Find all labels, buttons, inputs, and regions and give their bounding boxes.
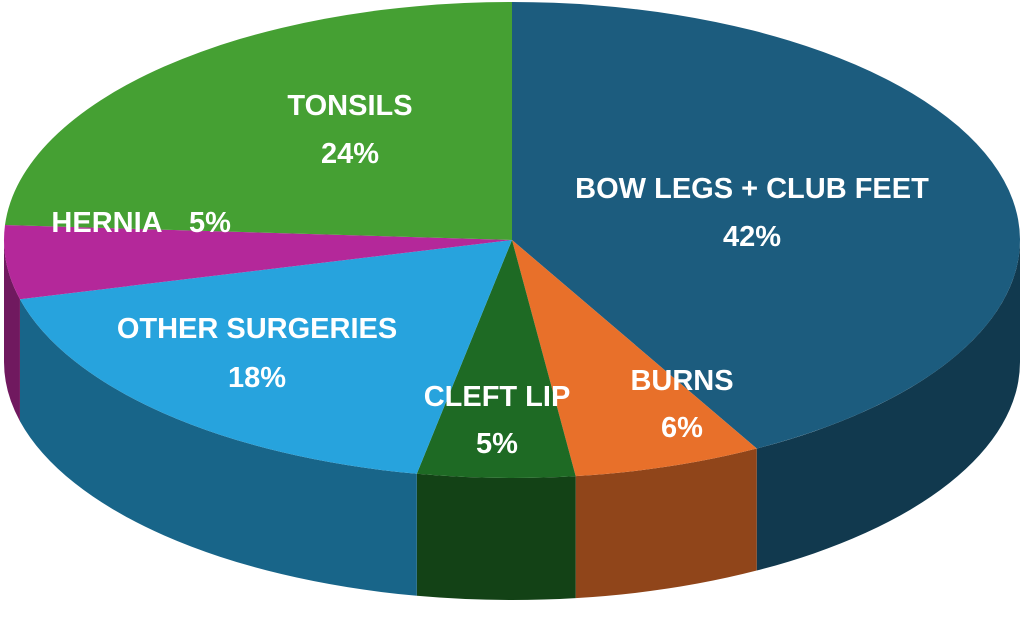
slice-value-bow-legs-club-feet: 42% — [723, 221, 781, 253]
pie-side-burns — [575, 448, 757, 599]
pie-slice-bow-legs-club-feet — [512, 2, 1021, 449]
pie-side-other-surgeries — [19, 299, 417, 596]
slice-value-tonsils: 24% — [321, 138, 379, 170]
slice-label-hernia: HERNIA — [51, 207, 162, 239]
pie-side-cleft-lip — [416, 473, 576, 600]
pie-side-walls — [4, 240, 1020, 600]
pie-slice-tonsils — [5, 2, 513, 240]
pie-slice-hernia — [3, 225, 513, 300]
slice-label-burns: BURNS — [630, 365, 733, 397]
pie-top-faces — [3, 2, 1021, 478]
slice-value-hernia: 5% — [189, 207, 231, 239]
slice-label-tonsils: TONSILS — [287, 90, 412, 122]
slice-label-cleft-lip: CLEFT LIP — [424, 381, 571, 413]
slice-value-burns: 6% — [661, 412, 703, 444]
slice-label-bow-legs-club-feet: BOW LEGS + CLUB FEET — [575, 173, 929, 205]
slice-label-other-surgeries: OTHER SURGERIES — [117, 313, 397, 345]
pie-slice-cleft-lip — [416, 240, 576, 478]
pie-slice-other-surgeries — [19, 240, 513, 474]
pie-side-hernia — [4, 240, 20, 422]
slice-value-cleft-lip: 5% — [476, 428, 518, 460]
slice-value-other-surgeries: 18% — [228, 362, 286, 394]
pie-side-bow-legs-club-feet — [756, 240, 1020, 571]
pie-slice-burns — [512, 240, 757, 477]
